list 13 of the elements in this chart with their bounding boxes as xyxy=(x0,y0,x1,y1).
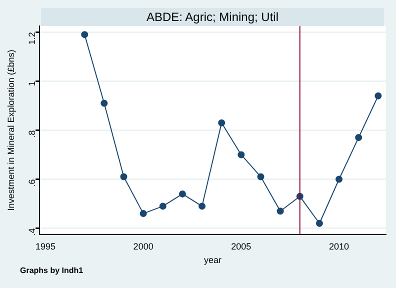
y-tick-label: .8 xyxy=(27,130,38,138)
y-tick-label: .6 xyxy=(27,179,38,187)
y-tick-label: .4 xyxy=(27,228,38,236)
x-tick-label: 2000 xyxy=(133,241,154,252)
y-tick-label: 1 xyxy=(27,81,38,86)
text: Graphs by Indh1 xyxy=(20,266,84,275)
y-tick-label: 1.2 xyxy=(27,32,38,45)
y-axis-title: Investment in Mineral Exploration (£bns) xyxy=(6,50,16,211)
x-tick-label: 2010 xyxy=(329,241,350,252)
chart-title: ABDE: Agric; Mining; Util xyxy=(41,8,384,26)
x-axis-title: year xyxy=(204,255,222,266)
x-tick-label: 1995 xyxy=(35,241,56,252)
x-tick-label: 2005 xyxy=(231,241,252,252)
